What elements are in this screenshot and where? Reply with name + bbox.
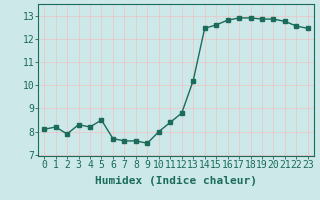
X-axis label: Humidex (Indice chaleur): Humidex (Indice chaleur) [95,176,257,186]
